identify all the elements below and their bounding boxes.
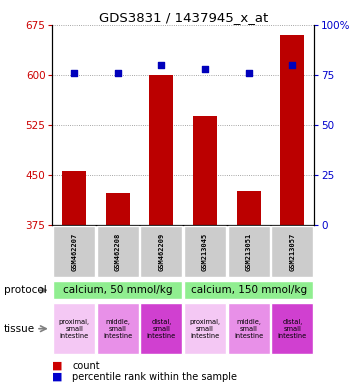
Bar [140, 226, 182, 277]
Title: GDS3831 / 1437945_x_at: GDS3831 / 1437945_x_at [99, 11, 268, 24]
Bar [97, 226, 139, 277]
Text: middle,
small
intestine: middle, small intestine [234, 319, 263, 339]
Text: calcium, 150 mmol/kg: calcium, 150 mmol/kg [191, 285, 307, 295]
Bar [62, 171, 86, 225]
Point [246, 70, 252, 76]
Text: proximal,
small
intestine: proximal, small intestine [58, 319, 90, 339]
Text: GSM213045: GSM213045 [202, 232, 208, 271]
Text: GSM462209: GSM462209 [158, 232, 164, 271]
Point [71, 70, 77, 76]
Text: middle,
small
intestine: middle, small intestine [103, 319, 132, 339]
Point [158, 62, 164, 68]
Bar [271, 303, 313, 354]
Bar [184, 226, 226, 277]
Bar [53, 281, 182, 299]
Text: percentile rank within the sample: percentile rank within the sample [72, 372, 237, 382]
Text: GSM213057: GSM213057 [289, 232, 295, 271]
Text: proximal,
small
intestine: proximal, small intestine [190, 319, 221, 339]
Bar [106, 194, 130, 225]
Bar [184, 281, 313, 299]
Bar [140, 303, 182, 354]
Bar [228, 226, 270, 277]
Point [202, 66, 208, 72]
Bar [184, 303, 226, 354]
Point [290, 62, 295, 68]
Bar [53, 303, 95, 354]
Text: calcium, 50 mmol/kg: calcium, 50 mmol/kg [63, 285, 173, 295]
Point [115, 70, 121, 76]
Bar [280, 35, 304, 225]
Bar [237, 191, 261, 225]
Text: GSM213051: GSM213051 [245, 232, 252, 271]
Text: ■: ■ [52, 361, 63, 371]
Bar [228, 303, 270, 354]
Text: protocol: protocol [4, 285, 46, 295]
Bar [149, 75, 173, 225]
Text: GSM462207: GSM462207 [71, 232, 77, 271]
Text: count: count [72, 361, 100, 371]
Text: GSM462208: GSM462208 [115, 232, 121, 271]
Text: distal,
small
intestine: distal, small intestine [278, 319, 307, 339]
Bar [97, 303, 139, 354]
Text: ■: ■ [52, 372, 63, 382]
Bar [271, 226, 313, 277]
Text: distal,
small
intestine: distal, small intestine [147, 319, 176, 339]
Bar [53, 226, 95, 277]
Bar [193, 116, 217, 225]
Text: tissue: tissue [4, 324, 35, 334]
